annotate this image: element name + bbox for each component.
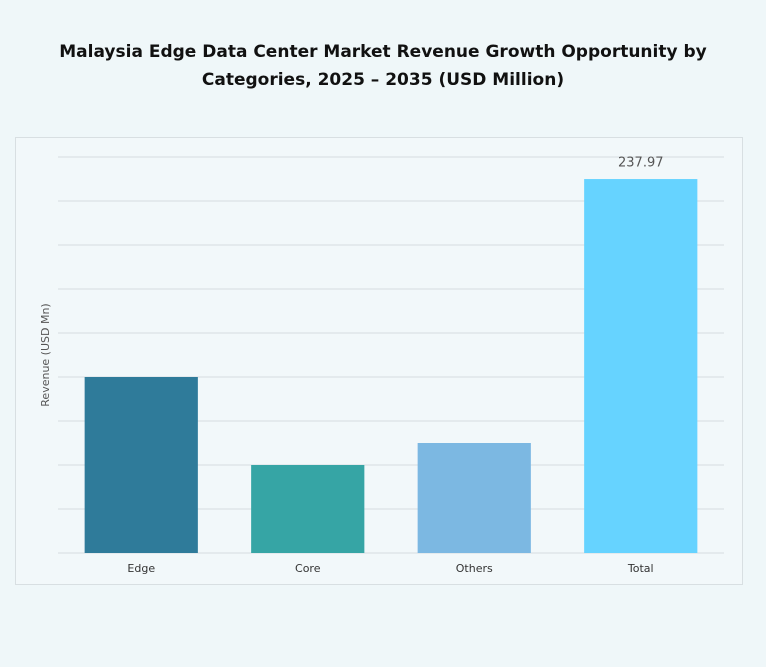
x-tick-label: Core: [295, 562, 321, 575]
chart-title: Malaysia Edge Data Center Market Revenue…: [59, 42, 707, 90]
x-tick-label: Edge: [127, 562, 155, 575]
bar: [84, 377, 198, 553]
y-axis-label: Revenue (USD Mn): [39, 303, 52, 406]
data-label: 237.97: [618, 156, 664, 171]
x-tick-label: Total: [627, 562, 654, 575]
bar: [417, 443, 531, 553]
bar: [584, 179, 698, 553]
x-tick-label: Others: [456, 562, 493, 575]
bar: [251, 465, 365, 553]
